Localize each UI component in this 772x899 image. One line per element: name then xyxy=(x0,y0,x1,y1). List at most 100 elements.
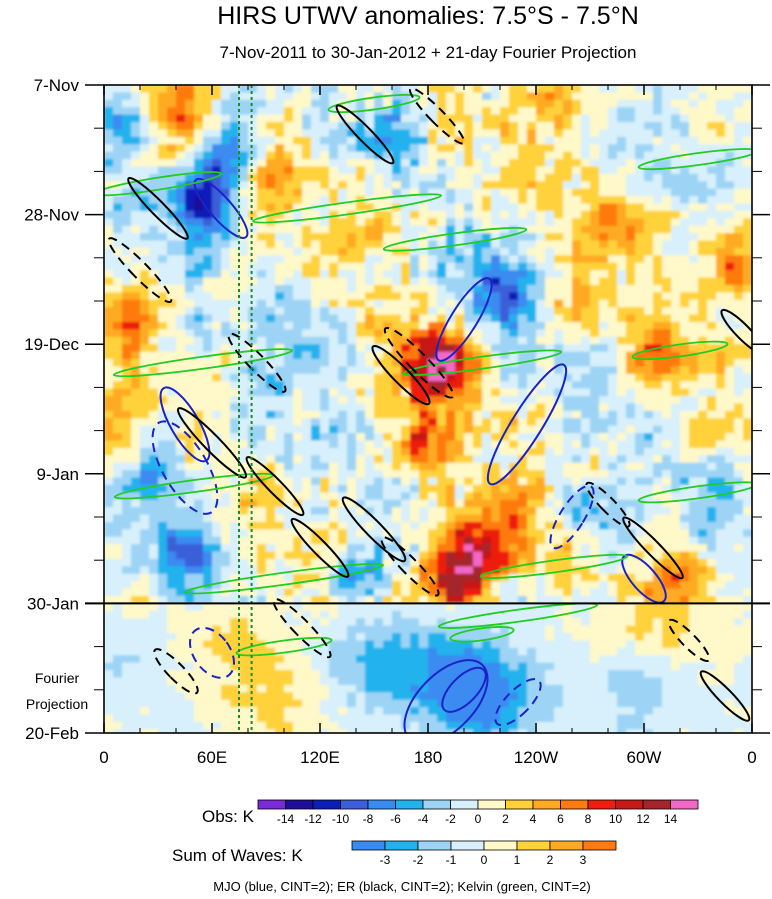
heatmap-cell xyxy=(680,225,690,234)
heatmap-cell xyxy=(662,114,672,123)
heatmap-cell xyxy=(194,492,204,501)
heatmap-cell xyxy=(446,277,456,286)
heatmap-cell xyxy=(221,107,231,116)
heatmap-cell xyxy=(734,85,744,94)
heatmap-cell xyxy=(455,122,465,131)
heatmap-cell xyxy=(446,314,456,323)
heatmap-cell xyxy=(194,129,204,138)
heatmap-cell xyxy=(374,373,384,382)
heatmap-cell xyxy=(419,396,429,405)
heatmap-cell xyxy=(635,321,645,330)
heatmap-cell xyxy=(329,151,339,160)
heatmap-cell xyxy=(212,299,222,308)
heatmap-cell xyxy=(698,299,708,308)
heatmap-cell xyxy=(203,218,213,227)
heatmap-cell xyxy=(527,410,537,419)
heatmap-cell xyxy=(311,418,321,427)
heatmap-cell xyxy=(608,240,618,249)
heatmap-cell xyxy=(545,129,555,138)
heatmap-cell xyxy=(113,173,123,182)
heatmap-cell xyxy=(437,455,447,464)
heatmap-cell xyxy=(239,440,249,449)
heatmap-cell xyxy=(275,85,285,94)
heatmap-cell xyxy=(221,455,231,464)
heatmap-cell xyxy=(176,270,186,279)
heatmap-cell xyxy=(302,181,312,190)
heatmap-cell xyxy=(653,336,663,345)
heatmap-cell xyxy=(446,536,456,545)
heatmap-cell xyxy=(122,477,132,486)
heatmap-cell xyxy=(644,566,654,575)
heatmap-cell xyxy=(221,470,231,479)
heatmap-cell xyxy=(716,210,726,219)
heatmap-cell xyxy=(347,159,357,168)
heatmap-cell xyxy=(446,210,456,219)
heatmap-cell xyxy=(275,566,285,575)
heatmap-cell xyxy=(419,240,429,249)
heatmap-cell xyxy=(284,181,294,190)
heatmap-cell xyxy=(599,173,609,182)
heatmap-cell xyxy=(509,410,519,419)
heatmap-cell xyxy=(671,336,681,345)
heatmap-cell xyxy=(581,292,591,301)
heatmap-cell xyxy=(365,462,375,471)
heatmap-cell xyxy=(167,240,177,249)
heatmap-cell xyxy=(284,240,294,249)
heatmap-cell xyxy=(203,477,213,486)
heatmap-cell xyxy=(176,455,186,464)
heatmap-cell xyxy=(428,484,438,493)
heatmap-cell xyxy=(635,136,645,145)
heatmap-cell xyxy=(698,151,708,160)
heatmap-cell xyxy=(446,529,456,538)
heatmap-cell xyxy=(581,366,591,375)
heatmap-cell xyxy=(248,151,258,160)
heatmap-cell xyxy=(554,588,564,597)
heatmap-cell xyxy=(743,351,752,360)
heatmap-cell xyxy=(122,292,132,301)
heatmap-cell xyxy=(365,99,375,108)
heatmap-cell xyxy=(428,366,438,375)
heatmap-cell xyxy=(428,314,438,323)
heatmap-cell xyxy=(644,292,654,301)
heatmap-cell xyxy=(464,558,474,567)
heatmap-cell xyxy=(374,396,384,405)
heatmap-cell xyxy=(527,470,537,479)
heatmap-cell xyxy=(491,433,501,442)
heatmap-cell xyxy=(509,284,519,293)
heatmap-cell xyxy=(581,196,591,205)
heatmap-cell xyxy=(572,581,582,590)
heatmap-cell xyxy=(689,122,699,131)
heatmap-cell xyxy=(626,99,636,108)
heatmap-cell xyxy=(239,270,249,279)
heatmap-cell xyxy=(401,440,411,449)
heatmap-cell xyxy=(122,218,132,227)
heatmap-cell xyxy=(572,544,582,553)
heatmap-cell xyxy=(374,573,384,582)
heatmap-cell xyxy=(158,107,168,116)
heatmap-cell xyxy=(356,292,366,301)
heatmap-cell xyxy=(635,351,645,360)
heatmap-cell xyxy=(698,336,708,345)
heatmap-cell xyxy=(302,107,312,116)
heatmap-cell xyxy=(104,321,114,330)
heatmap-cell xyxy=(365,351,375,360)
heatmap-cell xyxy=(554,107,564,116)
heatmap-cell xyxy=(653,388,663,397)
heatmap-cell xyxy=(104,514,114,523)
heatmap-cell xyxy=(257,99,267,108)
heatmap-cell xyxy=(455,225,465,234)
heatmap-cell xyxy=(554,277,564,286)
heatmap-cell xyxy=(194,521,204,530)
heatmap-cell xyxy=(662,484,672,493)
chart-title: HIRS UTWV anomalies: 7.5°S - 7.5°N xyxy=(217,2,639,30)
heatmap-cell xyxy=(275,536,285,545)
heatmap-cell xyxy=(527,129,537,138)
heatmap-cell xyxy=(707,551,717,560)
heatmap-cell xyxy=(185,462,195,471)
heatmap-cell xyxy=(509,262,519,271)
heatmap-cell xyxy=(599,373,609,382)
heatmap-cell xyxy=(446,247,456,256)
heatmap-cell xyxy=(239,373,249,382)
heatmap-cell xyxy=(563,255,573,264)
heatmap-cell xyxy=(347,396,357,405)
